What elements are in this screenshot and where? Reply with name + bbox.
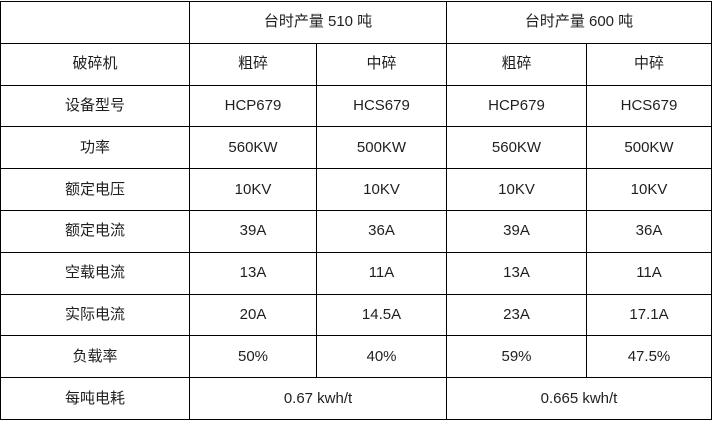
data-cell: 10KV: [189, 168, 317, 211]
data-cell: 39A: [189, 209, 317, 253]
data-cell: 36A: [586, 209, 712, 253]
data-cell: 50%: [189, 335, 317, 379]
data-cell: 粗碎: [446, 42, 587, 86]
data-cell: 14.5A: [316, 293, 447, 337]
row-label: 实际电流: [0, 293, 190, 337]
table-row: 空载电流 13A 11A 13A 11A: [0, 251, 712, 295]
data-cell: 10KV: [316, 168, 447, 211]
data-cell: 17.1A: [586, 293, 712, 337]
data-cell: HCP679: [189, 84, 317, 128]
table-row: 额定电压 10KV 10KV 10KV 10KV: [0, 168, 712, 211]
data-cell: 中碎: [316, 42, 447, 86]
data-cell: 粗碎: [189, 42, 317, 86]
data-cell: 10KV: [446, 168, 587, 211]
table-header-row: 台时产量 510 吨 台时产量 600 吨: [0, 1, 712, 44]
data-cell: 23A: [446, 293, 587, 337]
merged-data-cell-510t: 0.67 kwh/t: [189, 377, 447, 420]
row-label: 负载率: [0, 335, 190, 379]
column-group-600t: 台时产量 600 吨: [446, 1, 712, 44]
row-label: 破碎机: [0, 42, 190, 86]
data-cell: 11A: [316, 251, 447, 295]
row-label: 额定电压: [0, 168, 190, 211]
row-label: 每吨电耗: [0, 377, 190, 420]
row-label: 设备型号: [0, 84, 190, 128]
data-cell: 500KW: [586, 126, 712, 170]
data-cell: 59%: [446, 335, 587, 379]
data-cell: 中碎: [586, 42, 712, 86]
data-cell: 500KW: [316, 126, 447, 170]
data-cell: 13A: [189, 251, 317, 295]
data-cell: 20A: [189, 293, 317, 337]
data-cell: HCS679: [316, 84, 447, 128]
column-group-510t: 台时产量 510 吨: [189, 1, 447, 44]
data-cell: 560KW: [446, 126, 587, 170]
data-cell: 560KW: [189, 126, 317, 170]
data-cell: 10KV: [586, 168, 712, 211]
corner-cell: [0, 1, 190, 44]
row-label: 空载电流: [0, 251, 190, 295]
table-row: 实际电流 20A 14.5A 23A 17.1A: [0, 293, 712, 337]
data-cell: 13A: [446, 251, 587, 295]
data-cell: 39A: [446, 209, 587, 253]
data-cell: HCP679: [446, 84, 587, 128]
data-cell: 40%: [316, 335, 447, 379]
table-row: 负载率 50% 40% 59% 47.5%: [0, 335, 712, 379]
merged-data-cell-600t: 0.665 kwh/t: [446, 377, 712, 420]
table-row: 破碎机 粗碎 中碎 粗碎 中碎: [0, 42, 712, 86]
data-cell: HCS679: [586, 84, 712, 128]
data-cell: 36A: [316, 209, 447, 253]
table-footer-row: 每吨电耗 0.67 kwh/t 0.665 kwh/t: [0, 377, 712, 420]
table-row: 设备型号 HCP679 HCS679 HCP679 HCS679: [0, 84, 712, 128]
data-cell: 11A: [586, 251, 712, 295]
row-label: 额定电流: [0, 209, 190, 253]
row-label: 功率: [0, 126, 190, 170]
table-row: 额定电流 39A 36A 39A 36A: [0, 209, 712, 253]
data-cell: 47.5%: [586, 335, 712, 379]
table-row: 功率 560KW 500KW 560KW 500KW: [0, 126, 712, 170]
